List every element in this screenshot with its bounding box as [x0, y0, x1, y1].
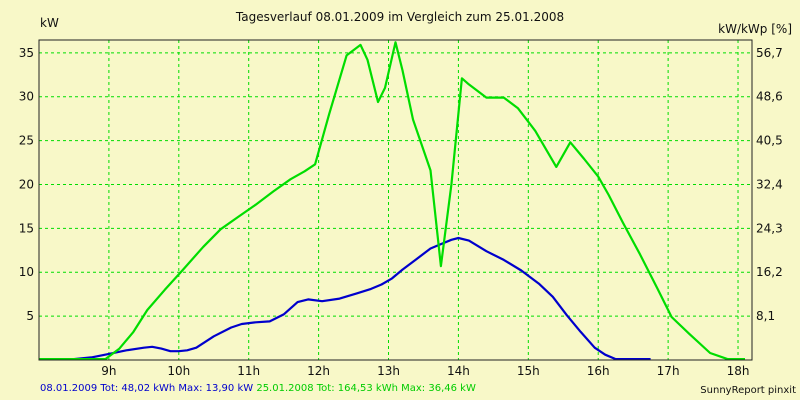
series-line-1 [39, 236, 651, 361]
plot-background [39, 40, 752, 360]
plot-frame [38, 39, 753, 361]
y2-tick-label: 24,3 [756, 221, 783, 235]
y-axis-label-left: kW [40, 16, 59, 30]
y2-tick-label: 40,5 [756, 134, 783, 148]
credit-text: SunnyReport pinxit [700, 385, 796, 396]
y2-tick-label: 8,1 [756, 309, 775, 323]
y-tick-label: 35 [19, 46, 34, 60]
y-tick-label: 15 [19, 221, 34, 235]
y2-tick-label: 16,2 [756, 265, 783, 279]
y2-tick-label: 48,6 [756, 90, 783, 104]
x-tick-label: 14h [447, 364, 470, 378]
y-tick-label: 10 [19, 265, 34, 279]
x-tick-label: 11h [237, 364, 260, 378]
y-tick-label: 30 [19, 90, 34, 104]
y2-tick-label: 56,7 [756, 46, 783, 60]
y-tick-label: 20 [19, 177, 34, 191]
x-tick-label: 10h [167, 364, 190, 378]
y-axis-label-right: kW/kWp [%] [718, 22, 792, 36]
x-tick-label: 12h [307, 364, 330, 378]
x-tick-label: 13h [377, 364, 400, 378]
y-axis-ticks: 5 10 15 20 25 30 35 [19, 46, 34, 323]
y2-axis-ticks: 8,1 16,2 24,3 32,4 40,5 48,6 56,7 [756, 46, 783, 323]
y2-tick-label: 32,4 [756, 177, 783, 191]
grid-lines [39, 40, 752, 360]
x-tick-label: 18h [727, 364, 750, 378]
legend-series-2: 25.01.2008 Tot: 164,53 kWh Max: 36,46 kW [256, 383, 476, 394]
y-tick-label: 25 [19, 134, 34, 148]
legend-footer: 08.01.2009 Tot: 48,02 kWh Max: 13,90 kW … [40, 383, 476, 394]
x-tick-label: 17h [657, 364, 680, 378]
x-tick-label: 15h [517, 364, 540, 378]
series-layer [39, 41, 745, 361]
chart-title: Tagesverlauf 08.01.2009 im Vergleich zum… [235, 10, 565, 24]
x-tick-label: 9h [101, 364, 116, 378]
legend-series-1: 08.01.2009 Tot: 48,02 kWh Max: 13,90 kW [40, 383, 254, 394]
series-line-2 [39, 41, 745, 361]
x-tick-label: 16h [587, 364, 610, 378]
x-axis-ticks: 9h 10h 11h 12h 13h 14h 15h 16h 17h 18h [101, 364, 749, 378]
y-tick-label: 5 [26, 309, 34, 323]
